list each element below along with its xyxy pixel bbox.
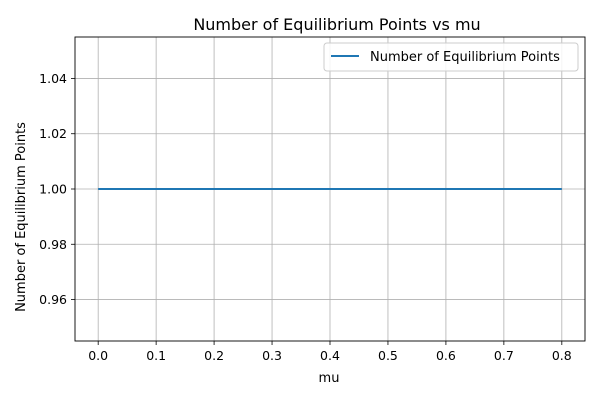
x-tick-label: 0.3 bbox=[262, 348, 282, 363]
y-tick-label: 1.00 bbox=[39, 182, 67, 197]
chart-title: Number of Equilibrium Points vs mu bbox=[193, 15, 480, 34]
x-tick-label: 0.5 bbox=[378, 348, 398, 363]
y-axis-ticks: 0.96 0.98 1.00 1.02 1.04 bbox=[39, 71, 75, 307]
x-tick-label: 0.0 bbox=[88, 348, 108, 363]
x-tick-label: 0.4 bbox=[320, 348, 340, 363]
y-tick-label: 0.98 bbox=[39, 237, 67, 252]
x-tick-label: 0.8 bbox=[552, 348, 572, 363]
legend-entry: Number of Equilibrium Points bbox=[370, 50, 560, 65]
x-axis-ticks: 0.0 0.1 0.2 0.3 0.4 0.5 0.6 0.7 0.8 bbox=[88, 341, 572, 363]
x-tick-label: 0.2 bbox=[204, 348, 224, 363]
y-tick-label: 0.96 bbox=[39, 292, 67, 307]
y-axis-label: Number of Equilibrium Points bbox=[14, 122, 29, 312]
x-axis-label: mu bbox=[319, 371, 340, 386]
x-tick-label: 0.1 bbox=[146, 348, 166, 363]
y-tick-label: 1.02 bbox=[39, 126, 67, 141]
legend-box bbox=[323, 42, 579, 72]
x-tick-label: 0.6 bbox=[436, 348, 456, 363]
x-tick-label: 0.7 bbox=[494, 348, 514, 363]
y-tick-label: 1.04 bbox=[39, 71, 67, 86]
legend: Number of Equilibrium Points bbox=[323, 42, 579, 72]
